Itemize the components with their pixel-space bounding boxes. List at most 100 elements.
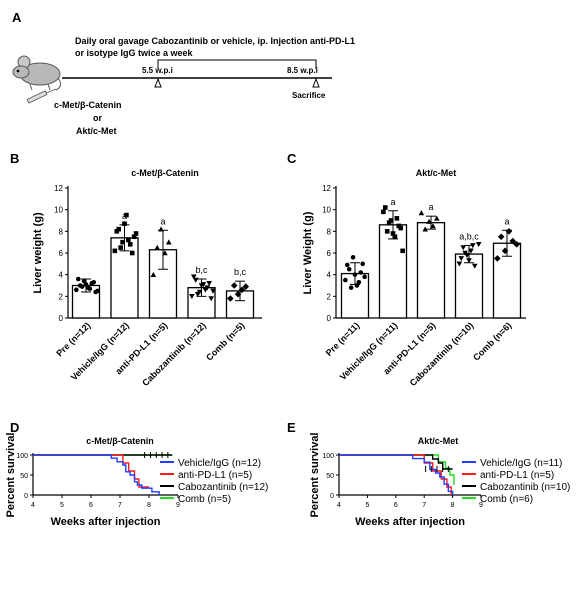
x-tick-label: 5 bbox=[365, 502, 369, 509]
significance-label: a bbox=[504, 216, 509, 226]
bar bbox=[187, 287, 216, 319]
x-tick-label: 7 bbox=[118, 502, 122, 509]
data-point bbox=[118, 245, 123, 250]
x-tick-label: 5 bbox=[60, 502, 64, 509]
y-tick-label: 8 bbox=[59, 227, 64, 236]
chart-e-survival: Akt/c-Met 0 50 100 4 5 6 7 8 9 Percent survival Wee… bbox=[309, 433, 570, 529]
data-point bbox=[470, 243, 476, 249]
data-point bbox=[91, 279, 97, 285]
treatment-bracket bbox=[157, 59, 317, 69]
survival-curve bbox=[33, 454, 149, 488]
y-tick-label: 100 bbox=[322, 453, 334, 460]
data-point bbox=[127, 242, 133, 247]
data-point bbox=[162, 250, 168, 256]
panel-letter-e: E bbox=[287, 420, 296, 435]
panel-letter-d: D bbox=[10, 420, 19, 435]
data-point bbox=[95, 288, 100, 294]
data-point bbox=[190, 274, 197, 280]
data-point bbox=[494, 255, 501, 262]
data-point bbox=[505, 228, 513, 235]
data-point bbox=[114, 229, 120, 234]
x-tick-label: 9 bbox=[479, 502, 483, 509]
x-tick-label: 8 bbox=[147, 502, 151, 509]
data-point bbox=[192, 277, 199, 283]
data-point bbox=[112, 248, 118, 254]
y-tick-label: 6 bbox=[59, 249, 64, 258]
data-point bbox=[418, 210, 425, 216]
data-point bbox=[158, 226, 164, 232]
chart-d-survival: c-Met/β-Catenin 0 50 100 4 5 6 7 8 9 Percent survi… bbox=[5, 433, 268, 529]
data-point bbox=[501, 247, 509, 255]
data-point bbox=[154, 244, 161, 250]
mouse-icon bbox=[12, 55, 62, 91]
data-point bbox=[398, 225, 404, 231]
data-point bbox=[466, 258, 472, 264]
y-tick-label: 10 bbox=[322, 206, 331, 215]
y-tick-label: 0 bbox=[59, 314, 64, 323]
x-tick-label: 9 bbox=[176, 502, 180, 509]
data-point bbox=[210, 288, 216, 294]
panel-letter-c: C bbox=[287, 151, 297, 166]
data-point bbox=[87, 286, 93, 292]
data-point bbox=[83, 282, 89, 287]
data-point bbox=[390, 231, 396, 236]
y-tick-label: 8 bbox=[327, 227, 332, 236]
timepoint-label-2: 8.5 w.p.i bbox=[287, 66, 318, 75]
data-point bbox=[230, 282, 238, 289]
y-tick-label: 4 bbox=[59, 271, 64, 280]
data-point bbox=[462, 250, 468, 256]
x-tick-label: 8 bbox=[451, 502, 455, 509]
data-point bbox=[208, 296, 214, 302]
legend-label: Comb (n=6) bbox=[480, 494, 533, 505]
data-point bbox=[430, 223, 436, 229]
data-point bbox=[456, 261, 463, 267]
data-point bbox=[122, 221, 127, 227]
category-label: Cabozantinib (n=10) bbox=[408, 320, 476, 388]
data-point bbox=[362, 274, 367, 280]
y-tick-label: 0 bbox=[24, 493, 28, 500]
data-point bbox=[509, 237, 517, 245]
data-point bbox=[189, 294, 195, 300]
y-tick-label: 2 bbox=[327, 292, 332, 301]
data-point bbox=[348, 285, 354, 290]
y-tick-label: 0 bbox=[327, 314, 332, 323]
chart-c-liver-weight: Akt/c-Met 0 2 4 6 8 10 12 Liver Weight (g) Pre (n… bbox=[302, 168, 526, 388]
survival-curve bbox=[339, 454, 454, 495]
timepoint-marker-2 bbox=[312, 77, 320, 88]
model-label-1: c-Met/β-Catenin bbox=[54, 100, 122, 110]
data-point bbox=[426, 218, 432, 224]
legend-label: Vehicle/IgG (n=11) bbox=[480, 458, 562, 469]
data-point bbox=[344, 262, 350, 268]
data-point bbox=[350, 255, 356, 260]
category-label: Cabozantinib (n=12) bbox=[140, 320, 208, 388]
data-point bbox=[202, 287, 209, 293]
legend-label: anti-PD-L1 (n=5) bbox=[480, 470, 554, 481]
data-point bbox=[165, 239, 172, 245]
y-tick-label: 100 bbox=[16, 453, 28, 460]
data-point bbox=[343, 277, 348, 283]
data-point bbox=[468, 248, 474, 254]
data-point bbox=[458, 256, 465, 262]
protocol-line-1: Daily oral gavage Cabozantinib or vehicl… bbox=[75, 36, 355, 46]
legend-label: Vehicle/IgG (n=12) bbox=[178, 458, 261, 469]
data-point bbox=[124, 212, 129, 218]
data-point bbox=[381, 209, 386, 215]
legend-label: Cabozantinib (n=10) bbox=[480, 482, 570, 493]
chart-title: Akt/c-Met bbox=[418, 436, 459, 446]
y-tick-label: 50 bbox=[326, 473, 334, 480]
data-point bbox=[79, 284, 85, 289]
category-label: Pre (n=11) bbox=[324, 320, 362, 358]
data-point bbox=[422, 226, 429, 232]
data-point bbox=[242, 283, 250, 290]
y-axis-label: Liver Weight (g) bbox=[302, 211, 314, 294]
y-axis-label: Percent survival bbox=[309, 433, 321, 518]
significance-label: a bbox=[428, 202, 433, 212]
protocol-line-2: or isotype IgG twice a week bbox=[75, 48, 194, 58]
chart-title: Akt/c-Met bbox=[416, 168, 457, 178]
data-point bbox=[75, 276, 81, 282]
data-point bbox=[386, 220, 392, 225]
legend-label: Cabozantinib (n=12) bbox=[178, 482, 268, 493]
data-point bbox=[497, 233, 505, 241]
x-tick-label: 7 bbox=[422, 502, 426, 509]
